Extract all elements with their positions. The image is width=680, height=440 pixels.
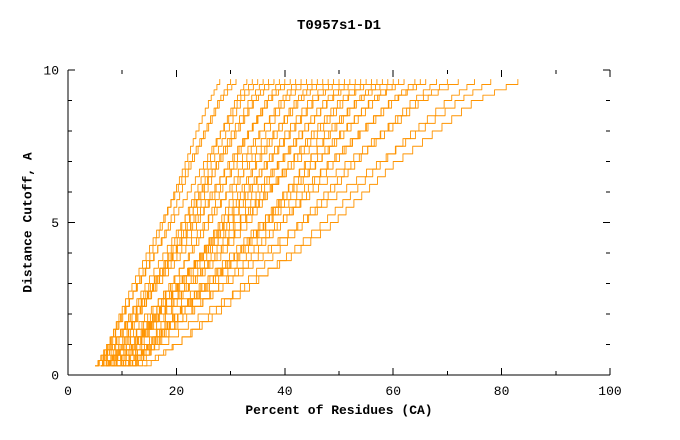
y-tick-label: 0 xyxy=(51,369,59,384)
model-curve xyxy=(100,79,253,367)
x-tick-label: 100 xyxy=(598,384,621,399)
model-curve xyxy=(95,79,237,367)
model-curve xyxy=(95,79,221,367)
model-curve xyxy=(133,79,492,367)
chart-title: T0957s1-D1 xyxy=(296,18,381,34)
model-curve xyxy=(122,79,459,367)
model-curve xyxy=(111,79,372,367)
model-curve xyxy=(100,79,302,367)
model-curve xyxy=(116,79,394,367)
x-tick-label: 40 xyxy=(277,384,293,399)
x-tick-label: 80 xyxy=(494,384,510,399)
x-tick-label: 0 xyxy=(64,384,72,399)
y-tick-label: 5 xyxy=(51,216,59,231)
model-curve xyxy=(100,79,275,367)
model-curve xyxy=(122,79,307,367)
model-curve xyxy=(138,79,400,367)
model-curve xyxy=(127,79,519,367)
model-curve xyxy=(138,79,475,367)
y-tick-label: 10 xyxy=(43,64,59,79)
x-tick-label: 20 xyxy=(169,384,185,399)
x-axis-label: Percent of Residues (CA) xyxy=(245,403,433,418)
x-tick-label: 60 xyxy=(385,384,401,399)
model-curve xyxy=(111,79,405,367)
